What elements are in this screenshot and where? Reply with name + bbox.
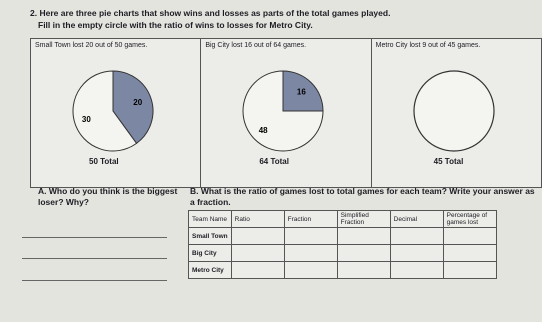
panel: Metro City lost 9 out of 45 games. 45 To… [372,39,541,187]
panel: Big City lost 16 out of 64 games. 16 48 6… [201,39,372,187]
pie [413,70,495,152]
answer-table: Team Name Ratio Fraction Simplified Frac… [188,210,497,279]
instruction: 2. Here are three pie charts that show w… [30,8,391,18]
slice-label: 30 [82,115,91,124]
total-label: 45 Total [433,157,464,166]
slice-label: 16 [297,88,306,97]
slice-label: 48 [259,126,268,135]
total-label: 50 Total [89,157,119,166]
slice-label: 20 [133,98,142,107]
instruction: Fill in the empty circle with the ratio … [38,20,313,30]
total-label: 64 Total [259,157,289,166]
panel-caption: Big City lost 16 out of 64 games. [205,42,307,49]
column-header: Team Name [188,210,232,228]
team-name: Big City [188,244,232,262]
question-b: B. What is the ratio of games lost to to… [190,186,535,207]
panel-caption: Small Town lost 20 out of 50 games. [35,42,148,49]
pie-slice [242,70,324,152]
pie-slice [282,70,324,112]
pie-slice [72,70,138,152]
column-header: Ratio [230,210,285,228]
team-name: Metro City [188,261,232,279]
panel-caption: Metro City lost 9 out of 45 games. [375,42,481,49]
answer-line [22,258,167,259]
column-header: Percentage of games lost [442,210,497,228]
column-header: Fraction [283,210,338,228]
panel: Small Town lost 20 out of 50 games. 20 30… [31,39,202,187]
column-header: Simplified Fraction [336,210,391,228]
answer-line [22,237,167,238]
empty-circle [413,70,495,152]
team-name: Small Town [188,227,232,245]
pie-slice [112,70,154,145]
question-a: A. Who do you think is the biggest loser… [38,186,178,207]
column-header: Decimal [389,210,444,228]
pie-panels: Small Town lost 20 out of 50 games. 20 30… [30,38,542,188]
answer-line [22,280,167,281]
